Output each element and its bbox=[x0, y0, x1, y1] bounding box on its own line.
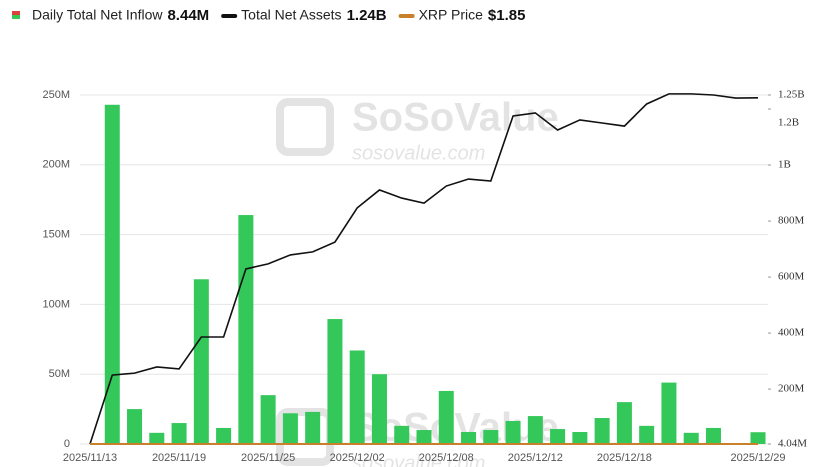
bar bbox=[483, 430, 499, 444]
legend-value: 1.24B bbox=[347, 7, 387, 24]
bar bbox=[683, 432, 699, 444]
y2-tick-label: 1.2B bbox=[778, 117, 799, 129]
x-tick-label: 2025/11/19 bbox=[152, 452, 206, 464]
x-tick-label: 2025/11/13 bbox=[63, 452, 117, 464]
bar bbox=[639, 425, 655, 444]
legend-icon bbox=[12, 11, 20, 15]
bar bbox=[305, 411, 321, 444]
legend-label: XRP Price bbox=[419, 7, 484, 23]
bar bbox=[238, 215, 254, 444]
bar bbox=[416, 430, 432, 444]
line bbox=[89, 93, 759, 445]
watermark-url: sosovalue.com bbox=[352, 142, 485, 164]
bar bbox=[327, 319, 343, 444]
y2-tick-label: 200M bbox=[778, 383, 805, 395]
bar bbox=[149, 432, 165, 444]
x-tick-label: 2025/12/18 bbox=[597, 452, 652, 464]
watermark-text: SoSoValue bbox=[352, 96, 559, 140]
bar bbox=[260, 395, 276, 444]
bar bbox=[349, 350, 365, 444]
watermark-logo bbox=[276, 98, 334, 156]
bar bbox=[572, 431, 588, 444]
legend-label: Total Net Assets bbox=[241, 7, 341, 23]
y-tick-label: 250M bbox=[42, 89, 70, 101]
bar bbox=[705, 427, 721, 444]
y-tick-label: 150M bbox=[42, 229, 70, 241]
bar bbox=[394, 425, 410, 444]
y2-tick-label: 600M bbox=[778, 271, 805, 283]
bar bbox=[216, 427, 232, 444]
bar bbox=[193, 279, 209, 444]
bar bbox=[616, 402, 632, 444]
bar bbox=[127, 409, 143, 444]
y2-tick-label: 800M bbox=[778, 215, 805, 227]
watermark-url: sosovalue.com bbox=[352, 452, 485, 467]
y-tick-label: 50M bbox=[49, 368, 70, 380]
bar bbox=[661, 382, 677, 444]
legend-icon bbox=[12, 15, 20, 19]
bar bbox=[461, 431, 477, 444]
x-tick-label: 2025/12/12 bbox=[508, 452, 563, 464]
x-tick-label: 2025/12/02 bbox=[330, 452, 385, 464]
legend-value: $1.85 bbox=[488, 7, 526, 24]
y2-tick-label: 1B bbox=[778, 159, 791, 171]
y2-tick-label: 4.04M bbox=[778, 438, 807, 450]
y2-tick-label: 1.25B bbox=[778, 89, 805, 101]
y2-tick-label: 400M bbox=[778, 327, 805, 339]
bar bbox=[505, 420, 521, 444]
x-tick-label: 2025/11/25 bbox=[241, 452, 295, 464]
bar bbox=[171, 423, 187, 444]
legend-label: Daily Total Net Inflow bbox=[32, 7, 163, 23]
bar bbox=[527, 416, 543, 444]
bar bbox=[594, 418, 610, 444]
bar bbox=[371, 374, 387, 444]
bar bbox=[104, 104, 120, 444]
x-tick-label: 2025/12/29 bbox=[730, 452, 785, 464]
bar bbox=[550, 429, 566, 444]
bar bbox=[438, 390, 454, 444]
y-tick-label: 0 bbox=[64, 438, 70, 450]
bar bbox=[750, 432, 766, 444]
y-tick-label: 200M bbox=[42, 159, 70, 171]
bar bbox=[282, 413, 298, 444]
y-tick-label: 100M bbox=[42, 298, 70, 310]
legend-value: 8.44M bbox=[167, 7, 209, 24]
x-tick-label: 2025/12/08 bbox=[419, 452, 474, 464]
